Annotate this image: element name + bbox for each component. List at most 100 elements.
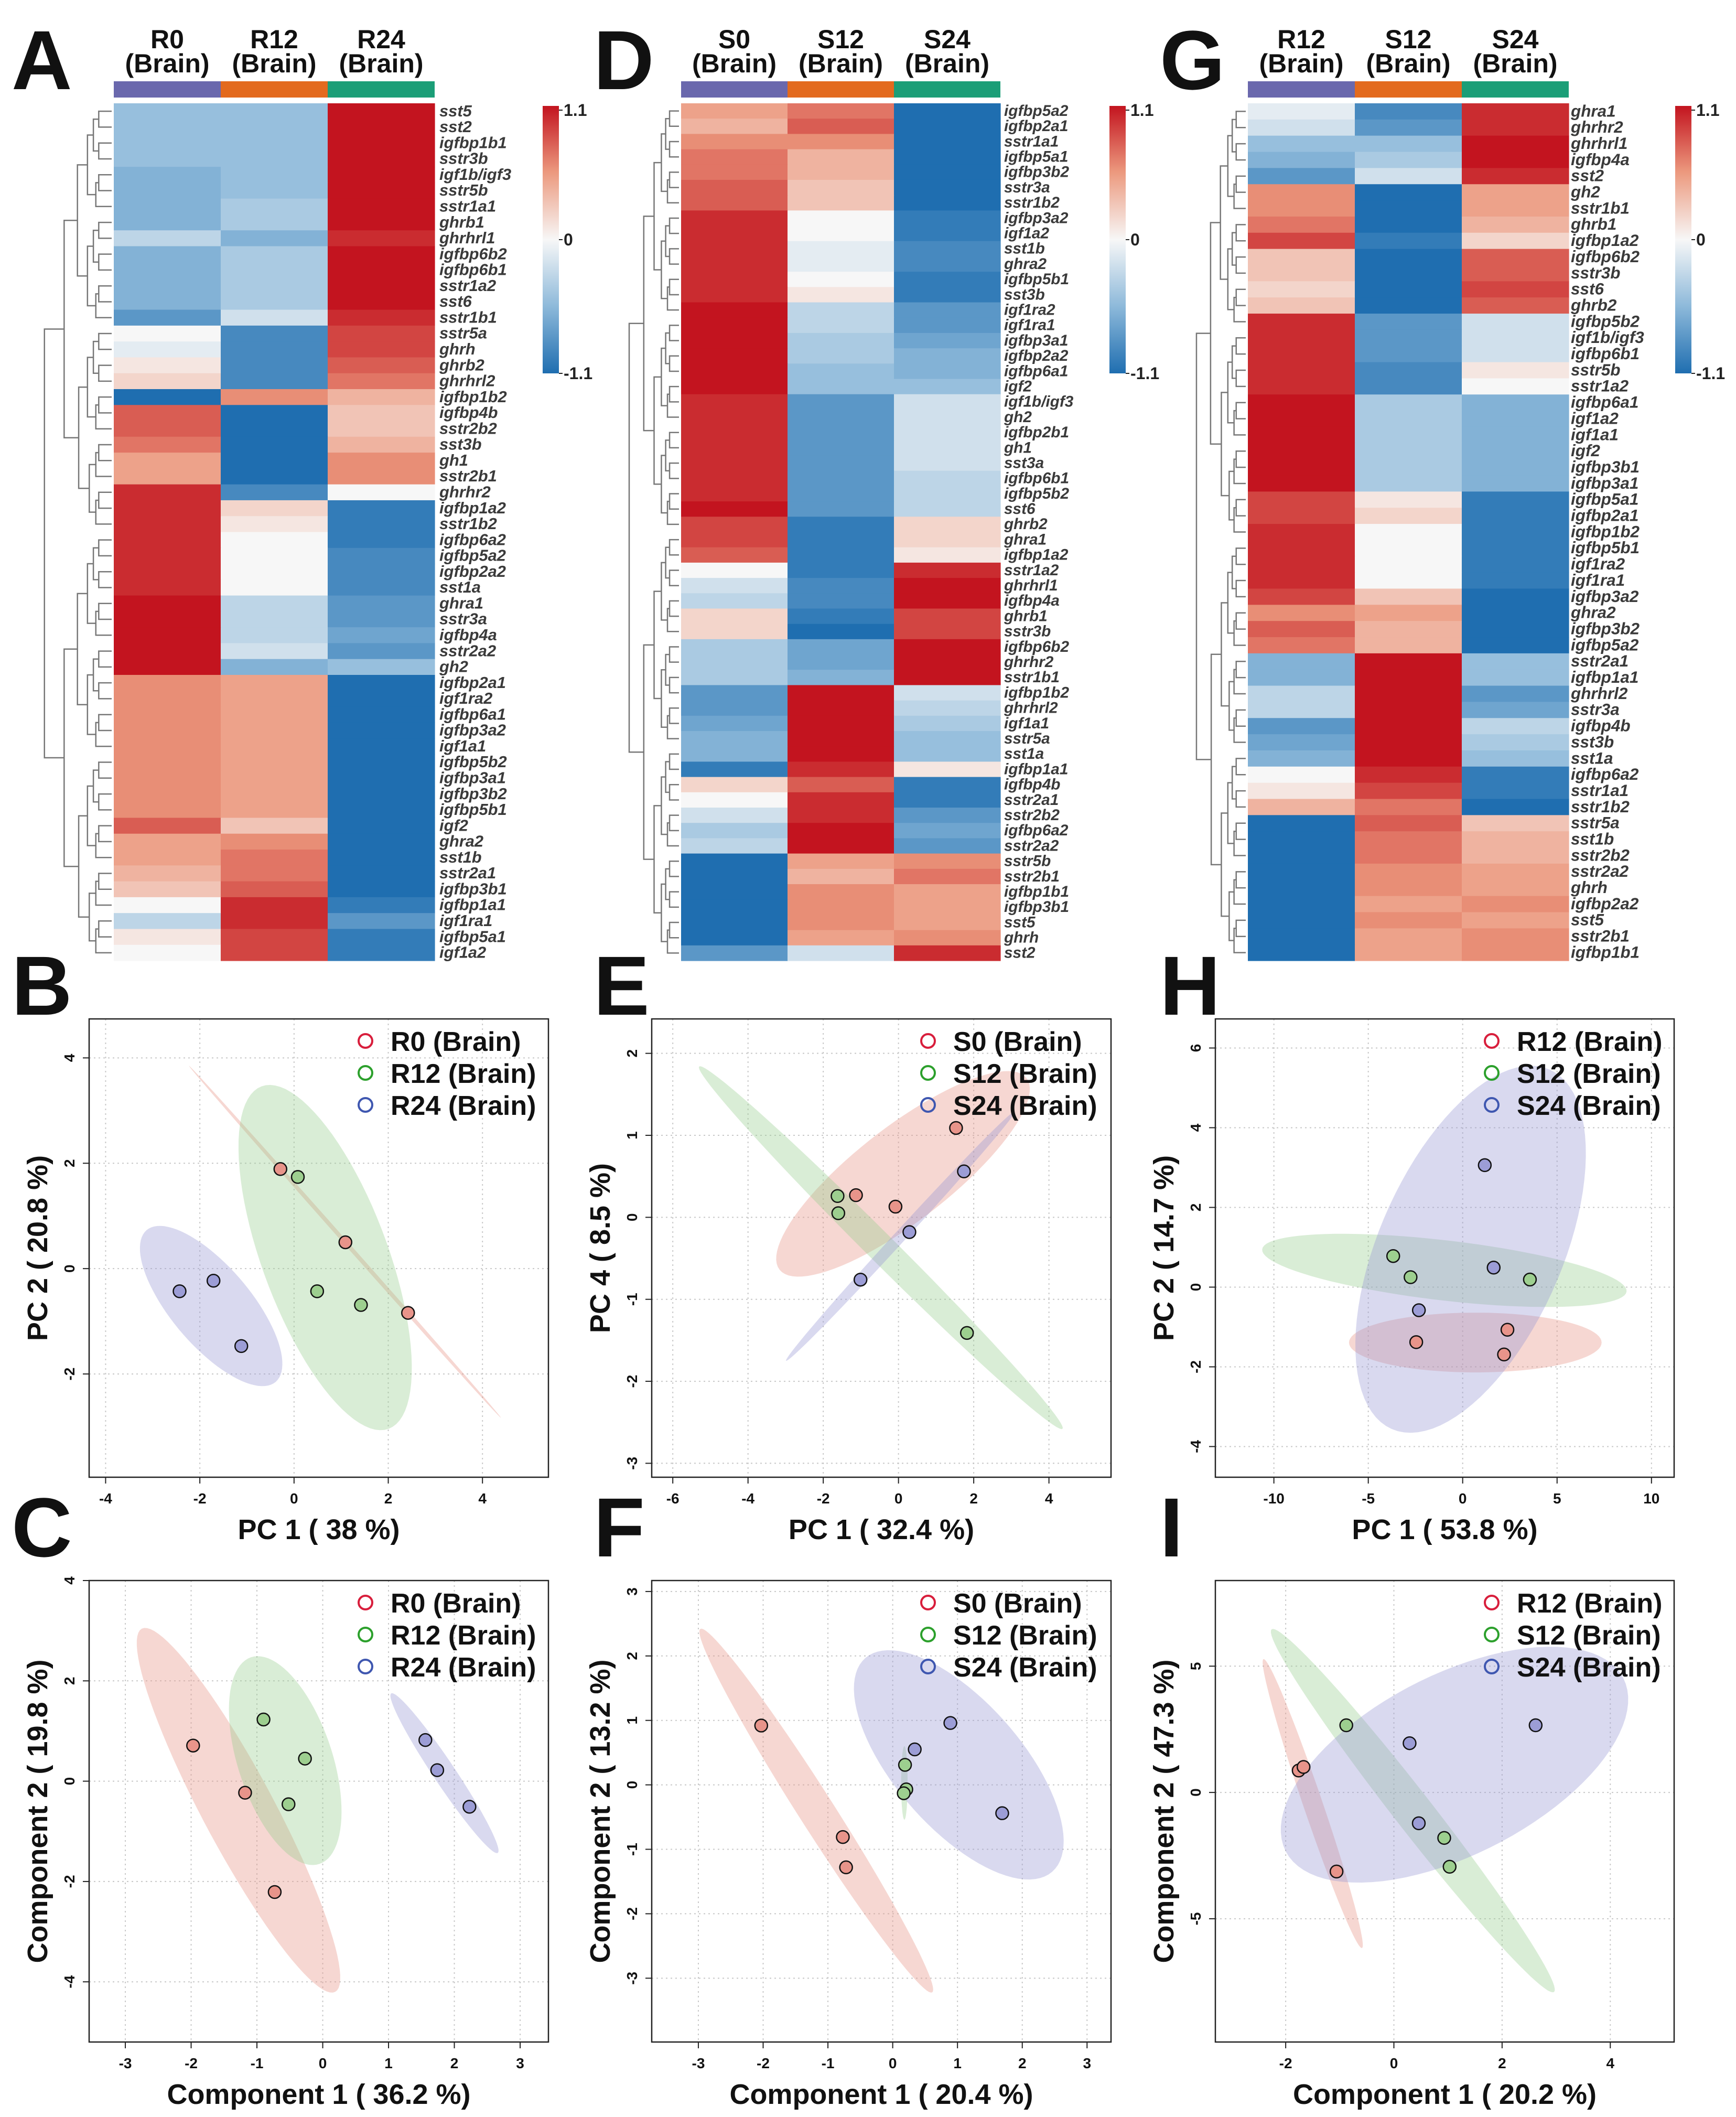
x-tick-label: 0 (894, 1490, 903, 1507)
gene-label: ghrhrl1 (1570, 134, 1627, 153)
heatmap-cell (788, 808, 894, 823)
dendrogram-branch (89, 893, 96, 942)
heatmap-cell (221, 802, 328, 819)
dendrogram-branch (1235, 369, 1246, 388)
data-point-blue (908, 1742, 922, 1757)
gene-label: sstr3b (439, 149, 488, 168)
heatmap-cell (1355, 152, 1462, 168)
heatmap-cell (681, 853, 788, 869)
heatmap-cell (1248, 540, 1355, 557)
heatmap-cell (114, 151, 221, 167)
heatmap-panel-A: A R0(Brain)R12(Brain)R24(Brain)sst5sst2ig… (12, 13, 592, 962)
heatmap-cell (1355, 879, 1462, 897)
heatmap-cell (1462, 103, 1569, 120)
heatmap-cell (1248, 329, 1355, 347)
heatmap-cell (221, 691, 328, 707)
heatmap-cell (1355, 524, 1462, 541)
heatmap-cell (681, 179, 788, 196)
gene-label: sstr2b2 (439, 419, 497, 437)
heatmap-cell (221, 929, 328, 945)
heatmap-cell (1462, 475, 1569, 492)
heatmap-cell (328, 230, 435, 247)
heatmap-cell (328, 786, 435, 802)
heatmap-cell (681, 363, 788, 380)
heatmap-cell (1355, 718, 1462, 735)
heatmap-cell (894, 915, 1001, 931)
heatmap-cell (788, 225, 894, 242)
gene-label: igfbp3a1 (439, 768, 506, 787)
heatmap-cell (681, 899, 788, 916)
heatmap-cell (114, 833, 221, 850)
heatmap-cell (1462, 815, 1569, 832)
heatmap-cell (1248, 605, 1355, 621)
gene-label: igfbp3b2 (439, 785, 507, 803)
heatmap-cell (1248, 653, 1355, 670)
dendrogram-branch (98, 539, 112, 557)
plot-frame (651, 1579, 1112, 2043)
gene-label: ghrhrl2 (439, 372, 495, 390)
heatmap-cell (1462, 831, 1569, 848)
heatmap-cell (328, 500, 435, 517)
heatmap-cell (114, 373, 221, 390)
data-point-red (754, 1718, 769, 1733)
heatmap-cell (328, 850, 435, 866)
gene-label: ghra2 (1004, 255, 1047, 273)
x-axis-title: Component 1 ( 20.2 %) (1293, 2079, 1597, 2110)
x-tick-label: 4 (1606, 2055, 1614, 2071)
data-point-red (1500, 1323, 1515, 1337)
heatmap-cell (1248, 944, 1355, 961)
gene-label: igfbp1b2 (1004, 684, 1069, 701)
scatter-panel-C: C -3 -2 -1 0 1 2 3 -4 -2 0 2 4 R0 (Brain)R12 (Brain)R… (12, 1480, 549, 2110)
column-tissue-label: (Brain) (125, 49, 209, 78)
dendrogram-branch (44, 328, 64, 759)
dendrogram-branch (1235, 499, 1246, 517)
heatmap-cell (788, 945, 894, 961)
gene-label: sstr1a1 (439, 197, 496, 215)
column-tissue-label: (Brain) (692, 49, 777, 78)
heatmap-cell (681, 486, 788, 502)
heatmap-cell (1248, 411, 1355, 427)
heatmap-cell (114, 643, 221, 660)
heatmap-cell (114, 389, 221, 405)
y-tick-label: -1 (624, 1843, 640, 1856)
heatmap-cell (114, 802, 221, 819)
gene-label: sstr3a (1004, 179, 1050, 196)
y-tick-label: -2 (61, 1368, 78, 1381)
heatmap-cell (1248, 831, 1355, 848)
heatmap-cell (1355, 394, 1462, 411)
gene-label: sst1a (439, 578, 481, 596)
data-point-green (898, 1758, 912, 1772)
heatmap-cell (681, 501, 788, 517)
legend-label: S24 (Brain) (1517, 1652, 1661, 1683)
heatmap-cell (681, 685, 788, 701)
dendrogram-branch (78, 386, 90, 489)
heatmap-cell (221, 103, 328, 120)
heatmap-cell (221, 262, 328, 278)
dendrogram-branch (98, 714, 112, 732)
data-point-red (949, 1121, 963, 1135)
dendrogram-branch (1228, 891, 1234, 941)
heatmap-cell (221, 627, 328, 644)
gene-label: sst1a (1571, 749, 1613, 767)
gene-label: sstr1a1 (1571, 781, 1629, 800)
heatmap-cell (1355, 297, 1462, 314)
dendrogram-branch (668, 141, 679, 158)
heatmap-cell (681, 945, 788, 961)
legend-label: R12 (Brain) (1517, 1588, 1662, 1619)
gene-label: igfbp1b1 (1004, 883, 1069, 900)
heatmap-cell (788, 731, 894, 747)
gene-label: igfbp3a2 (1571, 587, 1639, 606)
heatmap-cell (1355, 831, 1462, 848)
heatmap-cell (894, 287, 1001, 303)
plot-area (1215, 1581, 1674, 2042)
gene-label: igfbp3b2 (1004, 164, 1069, 181)
data-point-red (849, 1188, 863, 1202)
dendrogram-branch (92, 658, 99, 692)
heatmap-cell (221, 611, 328, 628)
heatmap-cell (221, 436, 328, 453)
heatmap-cell (221, 484, 328, 501)
dendrogram-branch (668, 462, 679, 479)
gene-label: sst6 (439, 292, 472, 310)
heatmap-cell (894, 394, 1001, 410)
heatmap-cell (328, 595, 435, 612)
